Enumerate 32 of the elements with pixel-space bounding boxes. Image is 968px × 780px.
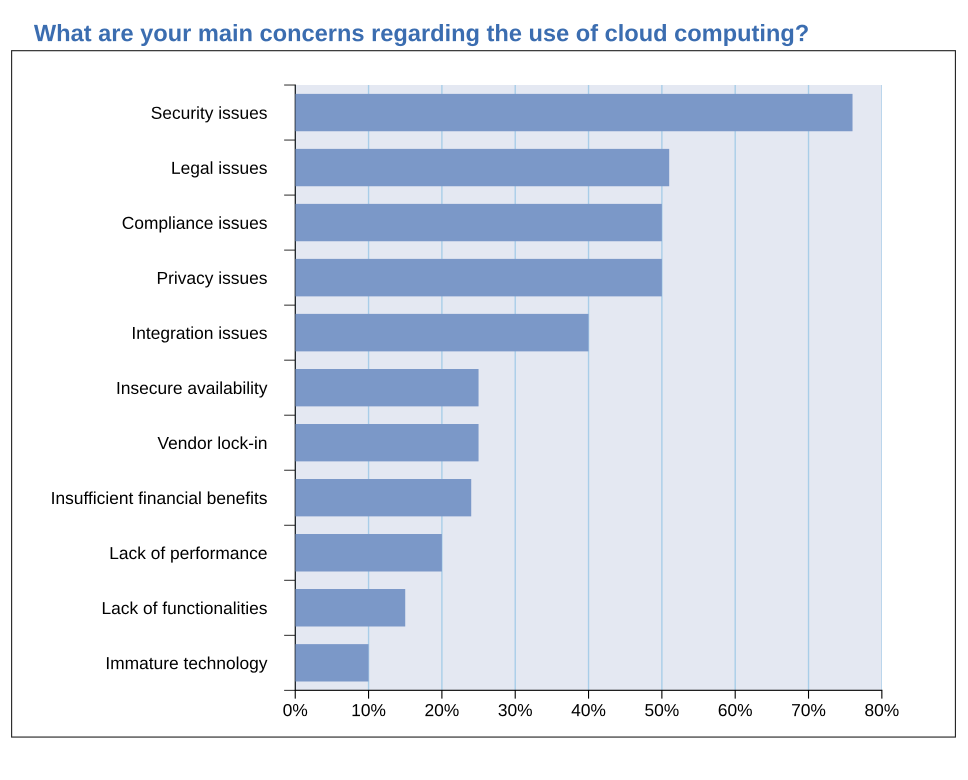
x-tick-label: 80% xyxy=(865,704,899,716)
y-tick-label: Vendor lock-in xyxy=(158,436,266,450)
y-tick-label: Insecure availability xyxy=(118,381,268,398)
y-tick-label: Insufficient financial benefits xyxy=(52,491,267,504)
x-tick-label: 60% xyxy=(718,704,752,716)
x-tick-label: 0% xyxy=(283,704,308,716)
x-tick-label: 70% xyxy=(792,704,826,716)
bar xyxy=(295,644,369,682)
x-tick-label: 20% xyxy=(425,704,459,716)
y-tick-label: Compliance issues xyxy=(122,216,267,232)
bar xyxy=(295,94,853,132)
bar xyxy=(295,314,589,352)
y-tick-label: Immature technology xyxy=(106,656,268,673)
y-tick-label: Lack of functionalities xyxy=(102,601,267,614)
y-tick-label: Security issues xyxy=(152,106,267,122)
bar xyxy=(295,368,479,406)
x-tick-label: 40% xyxy=(572,704,606,716)
bar xyxy=(295,204,662,242)
bar xyxy=(295,258,662,296)
bar xyxy=(295,589,406,626)
bar xyxy=(295,479,472,516)
y-tick-label: Privacy issues xyxy=(158,271,267,288)
bar xyxy=(295,424,479,462)
x-tick-label: 50% xyxy=(645,704,679,716)
chart-title: What are your main concerns regarding the use of cloud computing? xyxy=(34,24,808,46)
y-tick-label: Legal issues xyxy=(172,161,267,178)
bar xyxy=(295,148,670,186)
x-tick-label: 10% xyxy=(352,704,386,716)
bar xyxy=(295,534,442,572)
x-tick-label: 30% xyxy=(498,704,532,716)
y-tick-label: Integration issues xyxy=(133,326,267,343)
y-tick-label: Lack of performance xyxy=(110,546,267,563)
